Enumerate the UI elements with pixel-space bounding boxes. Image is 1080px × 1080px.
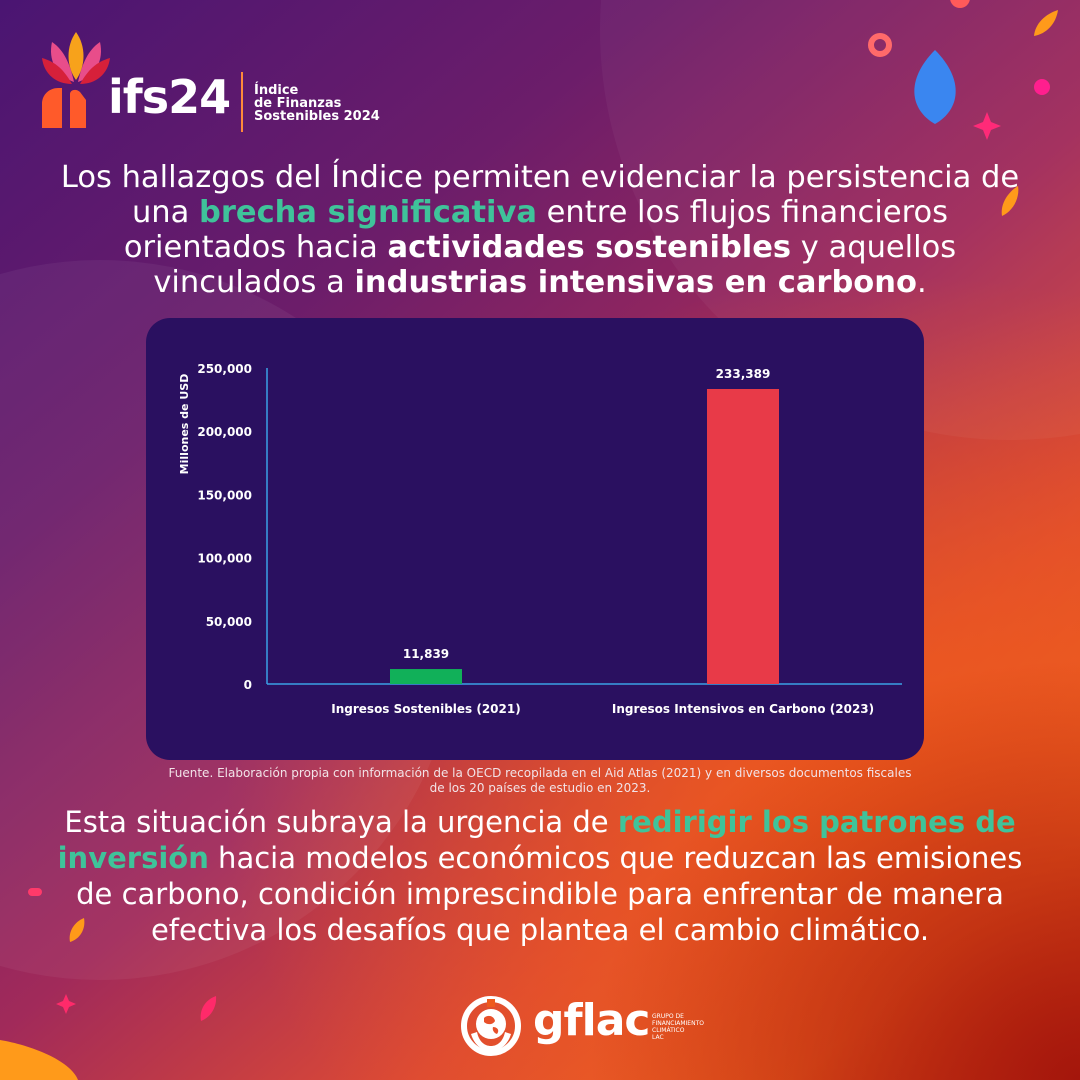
source-note: Fuente. Elaboración propia con informaci… [168,766,912,795]
headline-text: . [916,265,927,300]
headline-highlight-green: brecha significativa [199,195,537,230]
x-tick-label: Ingresos Intensivos en Carbono (2023) [612,702,874,716]
gflac-logo-subtitle: GRUPO DE FINANCIAMIENTO CLIMÁTICO LAC [652,1013,704,1041]
data-label: 11,839 [403,647,449,661]
headline-text: y aquellos vinculados a [153,230,957,300]
y-tick-label: 100,000 [197,552,252,566]
conclusion-text: Esta situación subraya la urgencia de re… [40,804,1040,948]
chart-panel [146,318,924,760]
headline: Los hallazgos del Índice permiten eviden… [60,160,1020,300]
y-tick-label: 250,000 [197,362,252,376]
y-tick-label: 0 [244,678,252,692]
gflac-globe-hands-icon [461,996,521,1056]
y-tick-label: 150,000 [197,488,252,502]
conclusion-highlight-green: redirigir los patrones de inversión [57,805,1016,875]
headline-text: Los hallazgos del Índice permiten eviden… [60,160,1020,230]
x-tick-label: Ingresos Sostenibles (2021) [331,702,520,716]
bar-chart: 0 50,000 100,000 150,000 200,000 250,000 Millo… [178,362,902,716]
conclusion-text-part: hacia modelos económicos que reduzcan la… [76,841,1023,947]
y-tick-label: 50,000 [206,615,252,629]
headline-highlight-bold: industrias intensivas en carbono [354,265,917,300]
data-label: 233,389 [716,367,771,381]
gflac-logo-text: gflac [533,995,650,1046]
bar [707,388,779,684]
logo-divider [241,72,243,132]
ifs24-lotus-icon [42,32,110,128]
headline-text: entre los flujos financieros orientados … [123,195,949,265]
ifs24-logo-text: ifs24 [108,70,231,124]
conclusion-text-part: Esta situación subraya la urgencia de [64,805,618,839]
ifs24-logo-subtitle: Índice de Finanzas Sostenibles 2024 [254,83,380,124]
y-axis-label: Millones de USD [178,374,191,475]
headline-highlight-bold: actividades sostenibles [387,230,792,265]
bar [390,669,462,684]
y-tick-label: 200,000 [197,425,252,439]
